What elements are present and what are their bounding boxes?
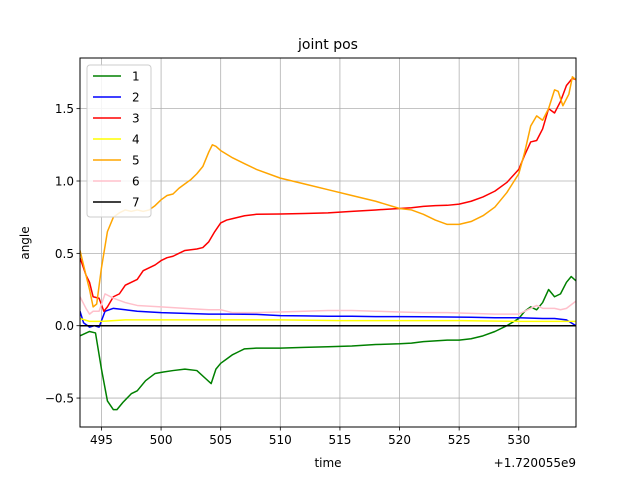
series-line-4: [80, 317, 576, 323]
legend-label-7: 7: [132, 196, 140, 210]
series-line-2: [80, 307, 576, 328]
x-tick-label: 510: [269, 433, 292, 447]
chart-title: joint pos: [297, 37, 358, 53]
series-line-3: [80, 77, 576, 312]
x-tick-label: 520: [388, 433, 411, 447]
y-tick-label: 1.0: [55, 175, 74, 189]
legend: 1 2 3 4 5 6 7: [86, 64, 152, 218]
x-tick-label: 505: [209, 433, 232, 447]
legend-box: [86, 64, 152, 218]
y-tick-label: 0.5: [55, 247, 74, 261]
x-tick-label: 495: [90, 433, 113, 447]
x-tick-label: 525: [448, 433, 471, 447]
legend-label-2: 2: [132, 91, 140, 105]
legend-label-1: 1: [132, 70, 140, 84]
y-axis-ticks: −0.5 0.0 0.5 1.0 1.5: [45, 102, 80, 406]
y-tick-label: 1.5: [55, 102, 74, 116]
x-axis-ticks: 495 500 505 510 515 520 525 530: [90, 427, 530, 447]
x-tick-label: 515: [328, 433, 351, 447]
y-tick-label: 0.0: [55, 319, 74, 333]
plot-frame: [79, 57, 577, 428]
series-line-6: [80, 293, 576, 315]
y-tick-label: −0.5: [45, 392, 74, 406]
legend-label-3: 3: [132, 112, 140, 126]
y-axis-label: angle: [18, 226, 32, 259]
plot-area: [80, 58, 576, 427]
legend-label-6: 6: [132, 175, 140, 189]
series-line-1: [80, 275, 576, 411]
x-tick-label: 530: [507, 433, 530, 447]
legend-label-5: 5: [132, 154, 140, 168]
x-axis-label: time: [314, 456, 341, 470]
legend-label-4: 4: [132, 133, 140, 147]
x-tick-label: 500: [150, 433, 173, 447]
x-axis-offset: +1.720055e9: [494, 456, 576, 470]
